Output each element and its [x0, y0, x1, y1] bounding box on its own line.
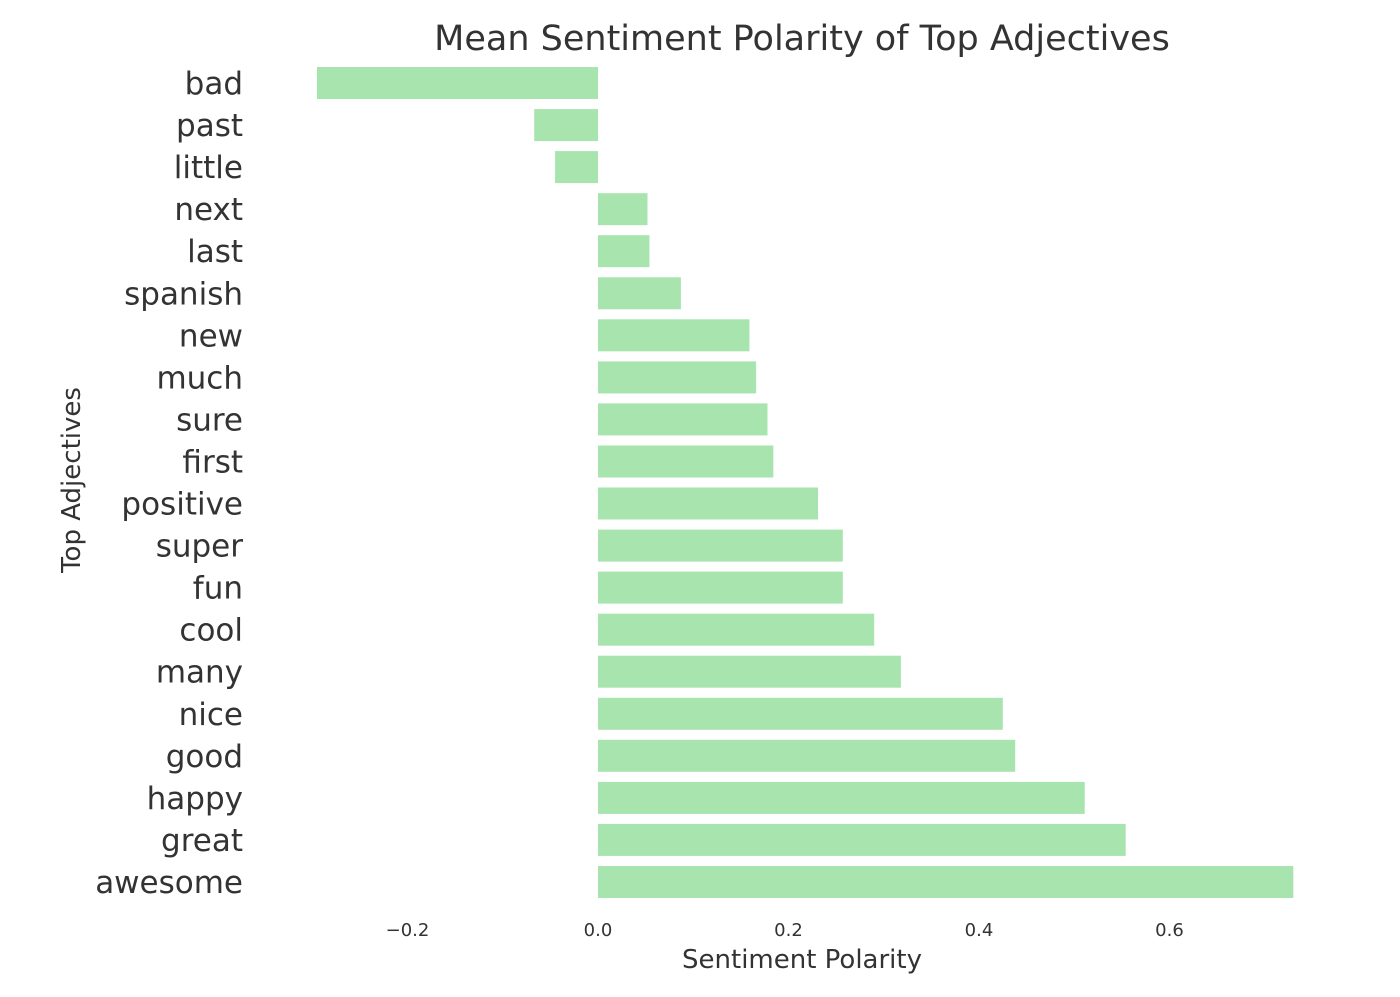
- bar-little: [555, 151, 598, 184]
- y-tick-label-next: next: [174, 192, 243, 228]
- y-tick-label-past: past: [176, 108, 243, 144]
- y-tick-label-many: many: [156, 655, 243, 691]
- y-tick-label-sure: sure: [176, 402, 243, 438]
- bar-cool: [598, 613, 875, 646]
- y-tick-label-spanish: spanish: [124, 276, 243, 312]
- bar-past: [534, 109, 598, 142]
- bar-sure: [598, 403, 768, 436]
- x-tick-label: 0.2: [774, 920, 803, 941]
- bar-good: [598, 739, 1016, 772]
- y-tick-label-fun: fun: [193, 571, 243, 607]
- y-tick-label-happy: happy: [147, 781, 243, 817]
- x-tick-label: −0.2: [386, 920, 430, 941]
- bar-positive: [598, 487, 818, 520]
- bar-many: [598, 655, 901, 688]
- bar-last: [598, 235, 650, 268]
- y-tick-label-positive: positive: [121, 487, 243, 523]
- bar-bad: [317, 67, 598, 99]
- x-axis-label: Sentiment Polarity: [682, 945, 922, 975]
- y-tick-label-good: good: [166, 739, 243, 775]
- bar-great: [598, 823, 1126, 856]
- bar-awesome: [598, 866, 1294, 898]
- y-tick-label-first: first: [182, 445, 243, 481]
- bar-next: [598, 193, 648, 226]
- y-tick-label-super: super: [156, 529, 244, 565]
- bar-nice: [598, 697, 1003, 730]
- y-tick-label-bad: bad: [185, 66, 243, 102]
- y-axis-label: Top Adjectives: [57, 387, 87, 574]
- y-tick-labels: bad past little next last spanish new much sure f…: [95, 66, 243, 901]
- x-tick-label: 0.6: [1155, 920, 1184, 941]
- bar-spanish: [598, 277, 681, 310]
- bar-fun: [598, 571, 843, 604]
- chart-title: Mean Sentiment Polarity of Top Adjective…: [434, 19, 1170, 59]
- y-tick-label-awesome: awesome: [95, 865, 243, 901]
- x-tick-label: 0.0: [584, 920, 613, 941]
- y-tick-label-new: new: [179, 318, 243, 354]
- y-tick-label-cool: cool: [179, 613, 243, 649]
- y-tick-label-much: much: [156, 360, 243, 396]
- y-tick-label-last: last: [187, 234, 243, 270]
- bar-new: [598, 319, 750, 352]
- x-tick-labels: −0.2 0.0 0.2 0.4 0.6: [386, 920, 1184, 941]
- y-tick-label-little: little: [174, 150, 243, 186]
- bar-much: [598, 361, 757, 394]
- y-tick-label-great: great: [161, 823, 243, 859]
- bar-first: [598, 445, 774, 478]
- x-tick-label: 0.4: [965, 920, 994, 941]
- bar-super: [598, 529, 843, 562]
- bars-group: [317, 67, 1294, 898]
- bar-happy: [598, 781, 1085, 814]
- y-tick-label-nice: nice: [179, 697, 243, 733]
